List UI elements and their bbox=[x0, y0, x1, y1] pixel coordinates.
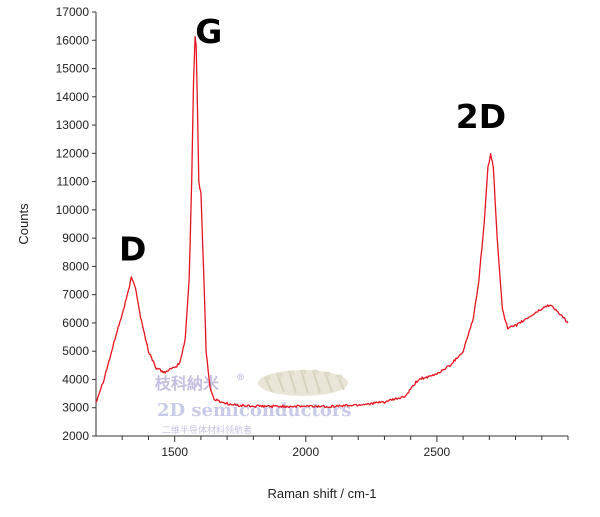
y-tick-label: 5000 bbox=[62, 344, 89, 358]
watermark-registered: ® bbox=[236, 373, 245, 383]
x-tick-label: 1500 bbox=[161, 445, 188, 459]
y-tick-label: 15000 bbox=[56, 62, 90, 76]
y-tick-label: 8000 bbox=[62, 259, 89, 273]
y-tick-label: 14000 bbox=[56, 90, 90, 104]
watermark-cn-subtitle: 二维半导体材料领航者 bbox=[162, 424, 252, 436]
y-tick-label: 11000 bbox=[57, 175, 90, 189]
watermark-cn-title: 枝科納米 bbox=[154, 374, 220, 393]
x-tick-label: 2500 bbox=[424, 445, 451, 459]
y-tick-label: 9000 bbox=[62, 231, 89, 245]
peak-label-2d: 2D bbox=[456, 97, 506, 136]
peak-label-d: D bbox=[119, 230, 146, 269]
plot-area: 2000 3000 4000 5000 6000 7000 8000 9000 10000 110… bbox=[16, 5, 569, 501]
y-tick-label: 17000 bbox=[56, 5, 90, 19]
y-tick-label: 6000 bbox=[62, 316, 89, 330]
y-tick-label: 10000 bbox=[56, 203, 90, 217]
peak-label-g: G bbox=[195, 12, 222, 51]
watermark-en-title: 2D semiconductors bbox=[157, 400, 352, 421]
y-tick-label: 7000 bbox=[62, 288, 89, 302]
y-tick-label: 13000 bbox=[56, 118, 90, 132]
x-tick-label: 2000 bbox=[292, 445, 319, 459]
y-tick-label: 4000 bbox=[62, 372, 89, 386]
crystal-lattice-icon bbox=[258, 369, 348, 396]
y-tick-label: 12000 bbox=[56, 146, 90, 160]
y-tick-label: 2000 bbox=[62, 429, 89, 443]
watermark: 枝科納米 ® 2D semiconduct bbox=[154, 369, 352, 436]
x-axis-title: Raman shift / cm-1 bbox=[267, 486, 376, 501]
y-tick-label: 16000 bbox=[56, 33, 90, 47]
y-tick-label: 3000 bbox=[62, 401, 89, 415]
series-line-0 bbox=[95, 35, 569, 409]
y-axis-title: Counts bbox=[16, 203, 31, 245]
